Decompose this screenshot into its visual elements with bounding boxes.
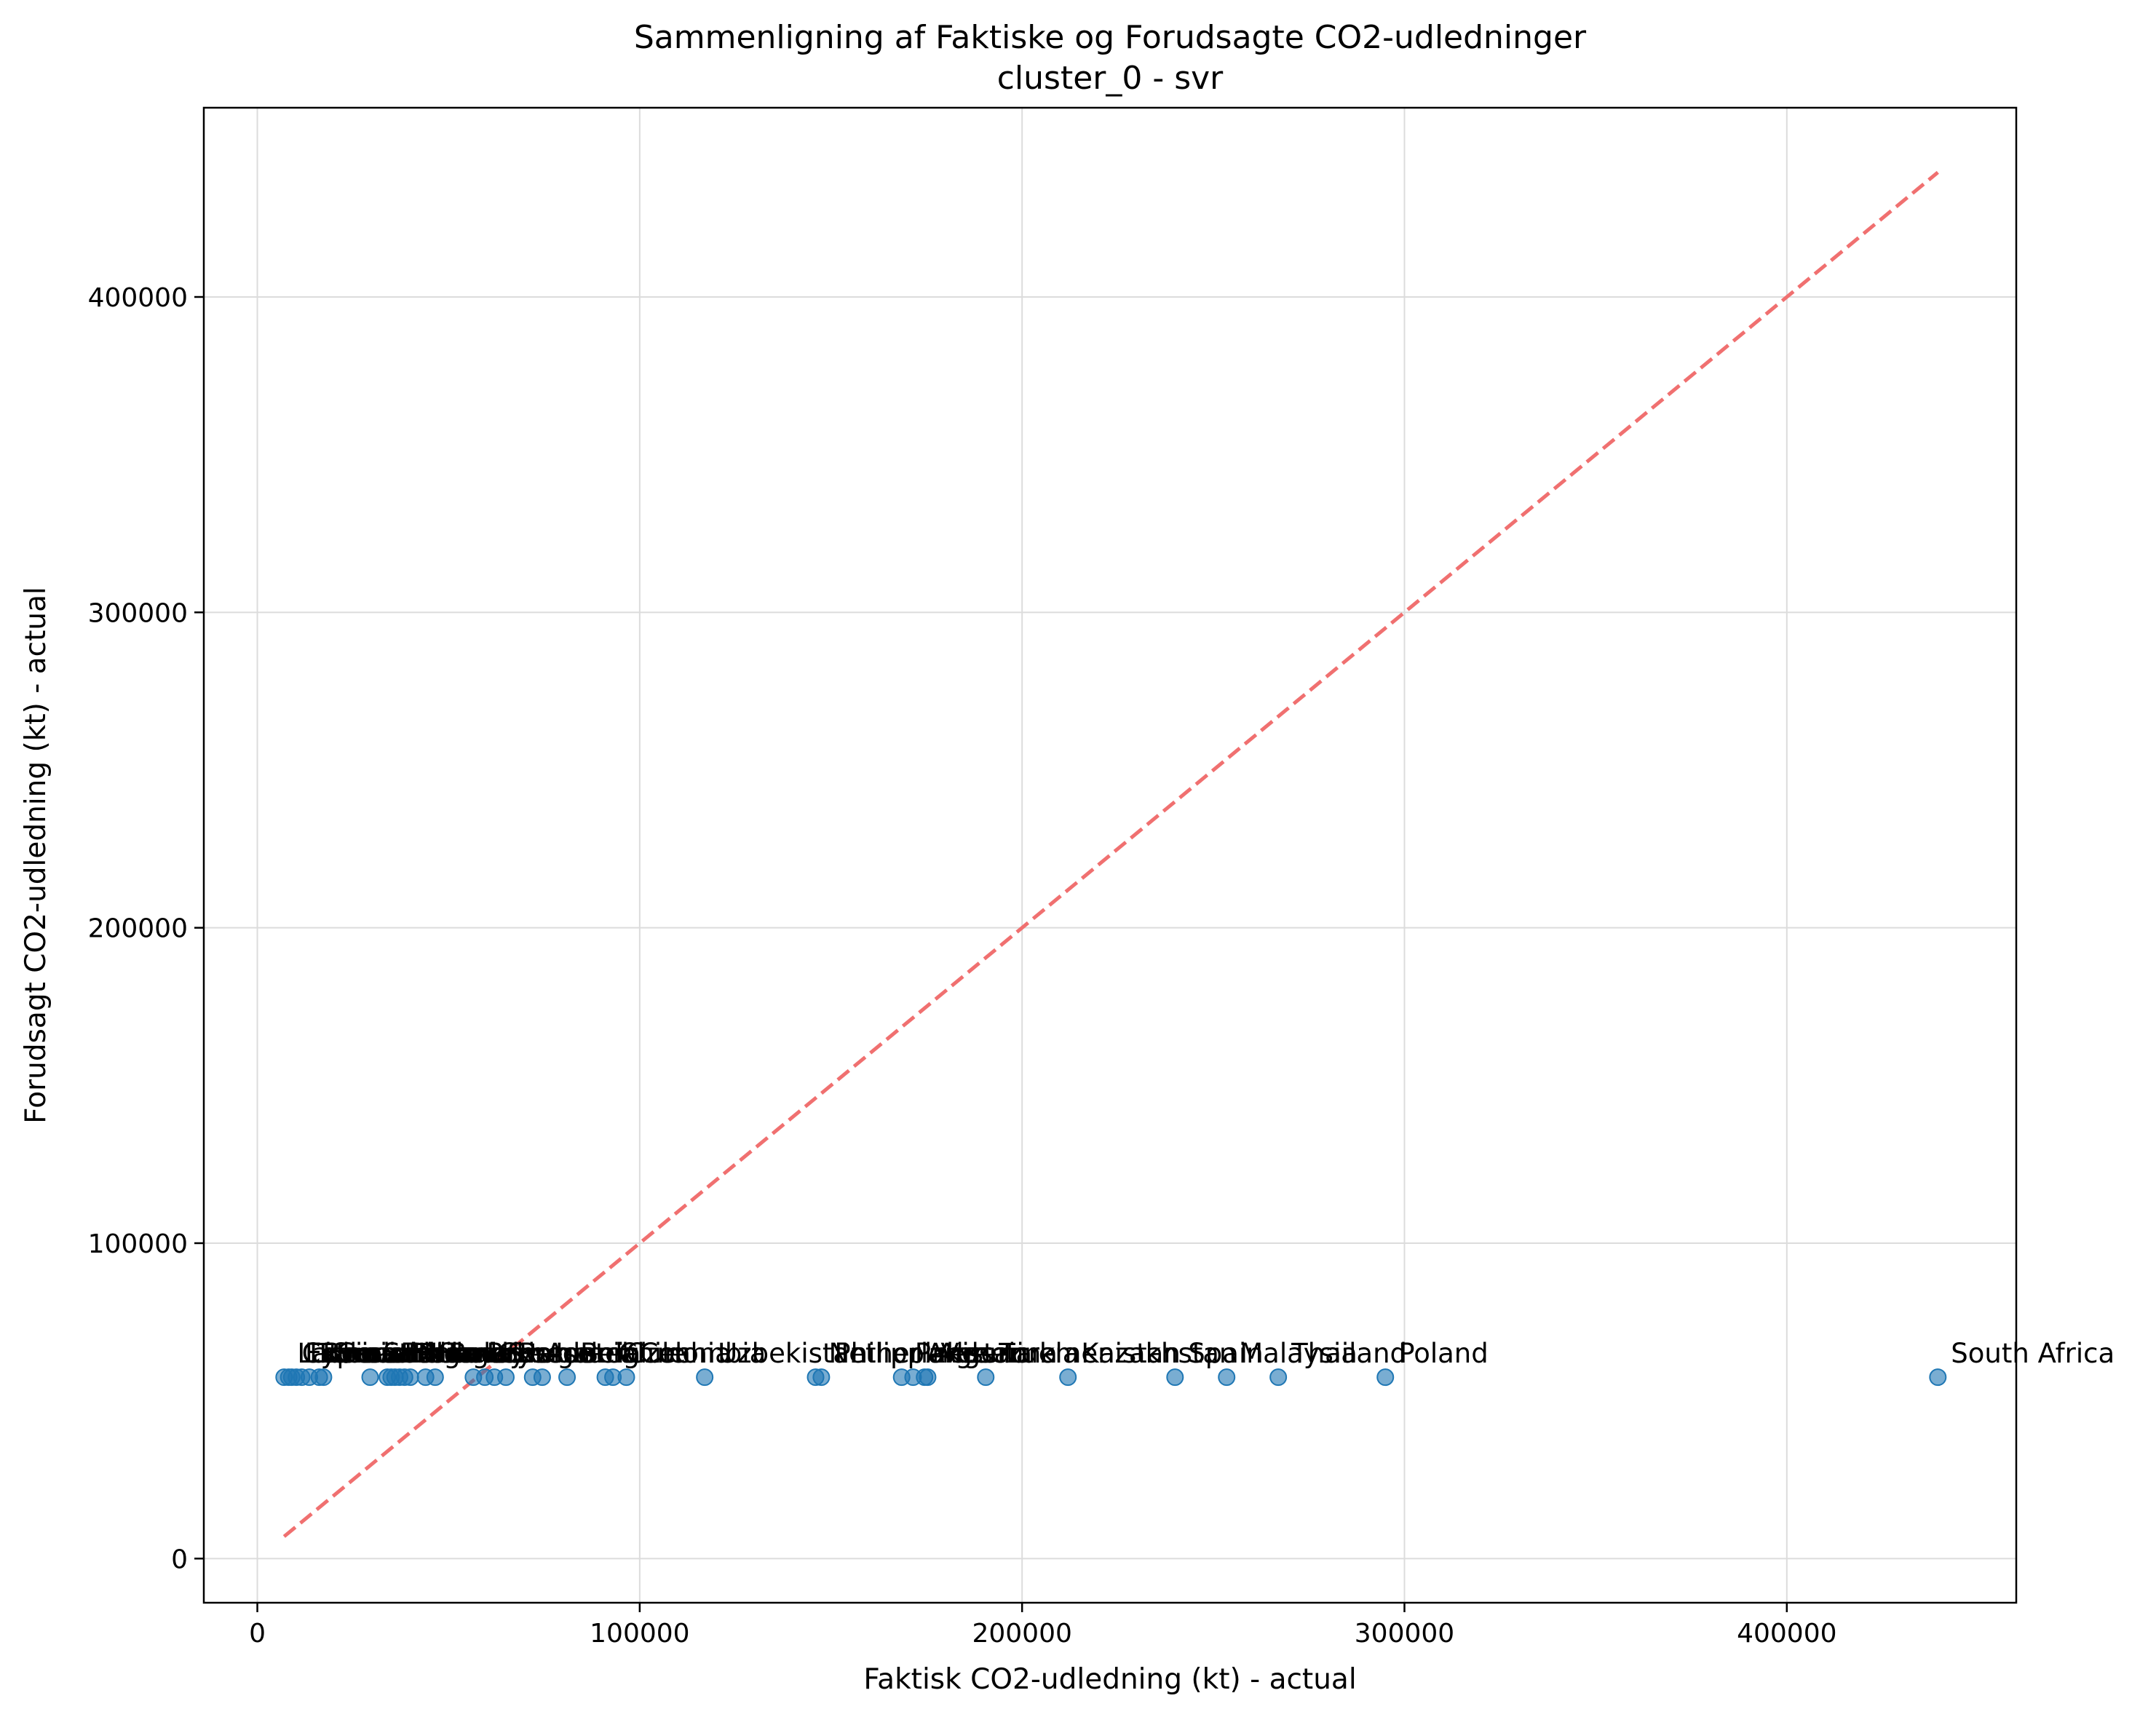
data-points xyxy=(275,1368,1947,1387)
data-point xyxy=(533,1368,551,1387)
data-point xyxy=(812,1368,831,1387)
point-label: Estonia xyxy=(305,1338,404,1369)
point-label: Ireland xyxy=(404,1338,497,1369)
point-label: Uzbekistan xyxy=(718,1338,866,1369)
point-label: Romania xyxy=(519,1338,637,1369)
point-label: Israel xyxy=(555,1338,629,1369)
point-label: Norway xyxy=(424,1338,526,1369)
x-axis-ticks: 0 100000 200000 300000 400000 xyxy=(249,1603,1837,1649)
reference-line-group xyxy=(282,170,1939,1538)
data-point xyxy=(1218,1368,1236,1387)
x-tick-label: 200000 xyxy=(972,1619,1071,1649)
chart-subtitle: cluster_0 - svr xyxy=(997,60,1224,97)
plot-frame xyxy=(202,106,2018,1604)
y-axis-ticks: 0 100000 200000 300000 400000 xyxy=(88,283,204,1574)
point-label: Austria xyxy=(546,1338,641,1369)
point-label: Poland xyxy=(1398,1338,1489,1369)
x-tick-label: 0 xyxy=(249,1619,266,1649)
data-point xyxy=(558,1368,576,1387)
chart-title: Sammenligning af Faktiske og Forudsagte … xyxy=(634,19,1587,56)
y-tick-label: 200000 xyxy=(88,914,188,944)
point-label: Portugal xyxy=(486,1338,598,1369)
point-label: Sweden xyxy=(507,1338,614,1369)
point-label: Philippines xyxy=(834,1338,979,1369)
data-point xyxy=(314,1368,333,1387)
data-point xyxy=(696,1368,714,1387)
point-label: Greece xyxy=(498,1338,594,1369)
point-label: Algeria xyxy=(938,1338,1032,1369)
point-label: Slovenia xyxy=(333,1338,447,1369)
point-label: Thailand xyxy=(1291,1338,1407,1369)
data-point xyxy=(361,1368,379,1387)
point-label: Belgium xyxy=(580,1338,691,1369)
point-label: Hungary xyxy=(418,1338,533,1369)
point-label: Bosnia xyxy=(322,1338,413,1369)
data-point xyxy=(1376,1368,1395,1387)
point-label: Spain xyxy=(1188,1338,1263,1369)
point-label: South Africa xyxy=(1951,1338,2115,1369)
point-label: Finland xyxy=(413,1338,509,1369)
x-tick-label: 400000 xyxy=(1737,1619,1836,1649)
data-point xyxy=(977,1368,995,1387)
point-label: Lithuania xyxy=(309,1338,434,1369)
data-point xyxy=(1269,1368,1288,1387)
point-label: Argentina xyxy=(926,1338,1057,1369)
point-label: Latvia xyxy=(297,1338,379,1369)
data-point xyxy=(1166,1368,1184,1387)
y-tick-label: 300000 xyxy=(88,598,188,628)
x-tick-label: 100000 xyxy=(590,1619,689,1649)
point-label: Slovakia xyxy=(439,1338,552,1369)
data-point xyxy=(401,1368,419,1387)
point-label: Turkmenistan xyxy=(998,1338,1181,1369)
data-point xyxy=(1929,1368,1947,1387)
point-label: Croatia xyxy=(336,1338,433,1369)
point-label: Czechia xyxy=(626,1338,732,1369)
point-label: Netherlands xyxy=(829,1338,994,1369)
y-tick-label: 400000 xyxy=(88,283,188,313)
point-label: Tunisia xyxy=(314,1338,406,1369)
point-label: Pakistan xyxy=(915,1338,1028,1369)
x-axis-label: Faktisk CO2-udledning (kt) - actual xyxy=(863,1663,1356,1696)
point-label: Venezuela xyxy=(940,1338,1079,1369)
data-point xyxy=(919,1368,937,1387)
data-point xyxy=(1059,1368,1077,1387)
y-tick-label: 0 xyxy=(171,1544,188,1574)
grid xyxy=(204,108,2016,1603)
point-label: Serbia xyxy=(384,1338,469,1369)
point-labels: LatviaCyprusEstoniaLithuaniaTunisiaBosni… xyxy=(297,1338,2115,1369)
point-label: Belarus xyxy=(448,1338,550,1369)
point-label: Bulgaria xyxy=(400,1338,512,1369)
point-label: Colombia xyxy=(639,1338,766,1369)
data-point xyxy=(497,1368,515,1387)
point-label: Chile xyxy=(619,1338,686,1369)
data-point xyxy=(426,1368,444,1387)
y-axis-label: Forudsagt CO2-udledning (kt) - actual xyxy=(20,587,52,1124)
y-tick-label: 100000 xyxy=(88,1229,188,1259)
x-tick-label: 300000 xyxy=(1355,1619,1454,1649)
point-label: Kazakhstan xyxy=(1081,1338,1236,1369)
data-point xyxy=(617,1368,635,1387)
point-label: Malaysia xyxy=(1240,1338,1358,1369)
point-label: Cyprus xyxy=(302,1338,396,1369)
point-label: Denmark xyxy=(408,1338,533,1369)
reference-line xyxy=(282,170,1939,1538)
